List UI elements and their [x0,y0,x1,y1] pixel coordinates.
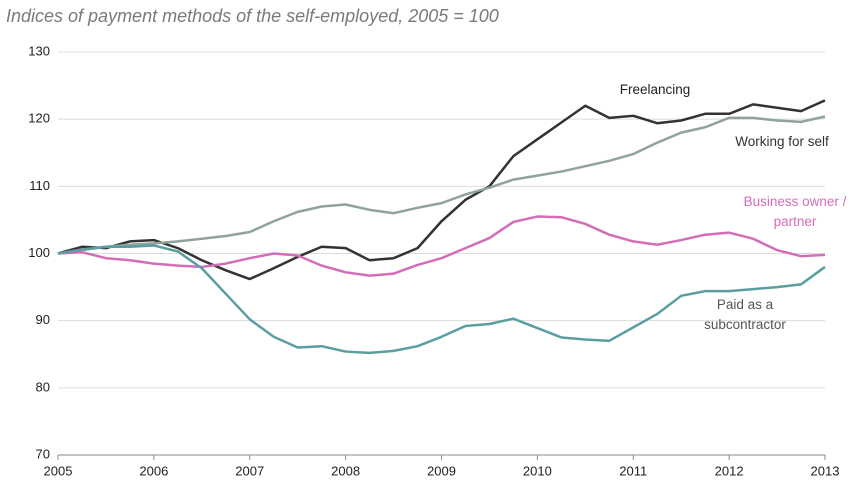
series-line [57,244,826,355]
y-tick-label: 120 [28,111,50,126]
y-tick-label: 80 [36,379,50,394]
series-line [57,99,826,281]
x-tick-label: 2011 [619,463,647,478]
x-tick-label: 2006 [139,463,168,478]
series-label: Freelancing [619,82,691,97]
x-tick-label: 2010 [523,463,552,478]
y-tick-label: 90 [36,312,50,327]
y-tick-label: 110 [29,178,50,193]
y-tick-label: 130 [28,43,50,58]
x-tick-label: 2007 [235,463,264,478]
series-line [57,215,826,277]
x-tick-label: 2013 [811,463,840,478]
x-tick-label: 2005 [44,463,73,478]
x-tick-label: 2008 [331,463,360,478]
series-line [57,115,826,255]
series-label: Paid as a subcontractor [704,297,786,332]
x-tick-label: 2009 [427,463,456,478]
y-tick-label: 70 [36,446,50,461]
x-tick-label: 2012 [715,463,744,478]
chart-title: Indices of payment methods of the self-e… [6,6,499,26]
y-tick-label: 100 [28,245,50,260]
series-label: Business owner / partner [743,194,847,229]
series-label: Working for self [735,134,829,149]
